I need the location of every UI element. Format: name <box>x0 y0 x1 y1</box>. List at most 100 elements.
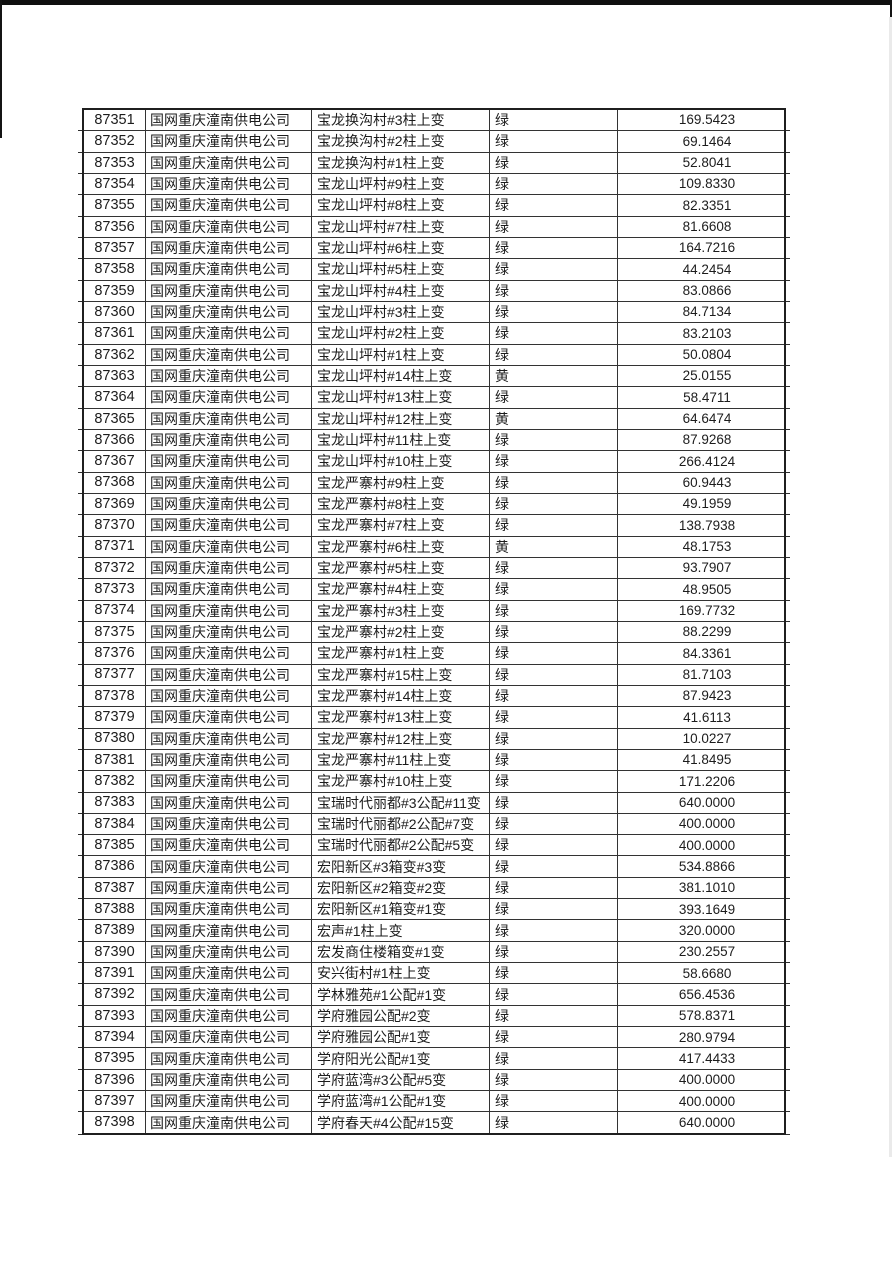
cell-device-name: 宝龙换沟村#2柱上变 <box>312 131 490 152</box>
table-row: 87365 国网重庆潼南供电公司 宝龙山坪村#12柱上变黄 64.6474 <box>78 408 790 431</box>
cell-company-name: 国网重庆潼南供电公司 <box>146 195 312 216</box>
cell-capacity-value: 93.7907 <box>682 560 732 576</box>
cell-company-name: 国网重庆潼南供电公司 <box>146 664 312 685</box>
cell-capacity-value: 82.3351 <box>682 197 732 213</box>
table-row: 87396 国网重庆潼南供电公司 学府蓝湾#3公配#5变绿 400.0000 <box>78 1069 790 1092</box>
cell-company-name: 国网重庆潼南供电公司 <box>146 173 312 195</box>
cell-device-name: 学府雅园公配#1变 <box>312 1027 490 1048</box>
cell-record-id: 87397 <box>84 1091 146 1112</box>
cell-record-id: 87363 <box>84 365 146 387</box>
cell-company-name: 国网重庆潼南供电公司 <box>146 344 312 365</box>
table-row: 87375 国网重庆潼南供电公司 宝龙严寨村#2柱上变绿 88.2299 <box>78 621 790 644</box>
cell-company-name: 国网重庆潼南供电公司 <box>146 856 312 877</box>
cell-record-id: 87367 <box>84 451 146 472</box>
cell-capacity-value: 169.7732 <box>678 602 736 618</box>
cell-device-name: 宝龙严寨村#3柱上变 <box>312 600 490 621</box>
cell-capacity-value: 280.9794 <box>678 1029 736 1045</box>
cell-status-color: 绿 <box>490 515 618 536</box>
cell-record-id: 87364 <box>84 387 146 408</box>
cell-capacity-value: 417.4433 <box>678 1050 736 1066</box>
cell-status-color: 绿 <box>490 664 618 685</box>
cell-record-id: 87381 <box>84 749 146 771</box>
cell-capacity-value: 230.2557 <box>678 944 736 960</box>
cell-record-id: 87398 <box>84 1112 146 1133</box>
cell-company-name: 国网重庆潼南供电公司 <box>146 472 312 493</box>
table-row: 87354 国网重庆潼南供电公司 宝龙山坪村#9柱上变绿 109.8330 <box>78 173 790 196</box>
cell-company-name: 国网重庆潼南供电公司 <box>146 408 312 429</box>
cell-record-id: 87360 <box>84 301 146 323</box>
cell-device-name: 宝龙山坪村#5柱上变 <box>312 259 490 280</box>
cell-capacity-value: 52.8041 <box>682 155 732 171</box>
cell-capacity-value: 81.6608 <box>682 219 732 235</box>
cell-status-color: 绿 <box>490 749 618 771</box>
table-row: 87398 国网重庆潼南供电公司 学府春天#4公配#15变绿 640.0000 <box>78 1112 790 1136</box>
cell-status-color: 绿 <box>490 323 618 344</box>
cell-status-color: 绿 <box>490 1027 618 1048</box>
cell-company-name: 国网重庆潼南供电公司 <box>146 579 312 600</box>
table-row: 87370 国网重庆潼南供电公司 宝龙严寨村#7柱上变绿 138.7938 <box>78 515 790 537</box>
table-row: 87388 国网重庆潼南供电公司 宏阳新区#1箱变#1变绿 393.1649 <box>78 899 790 921</box>
cell-status-color: 绿 <box>490 557 618 579</box>
cell-company-name: 国网重庆潼南供电公司 <box>146 984 312 1005</box>
cell-device-name: 宝龙山坪村#7柱上变 <box>312 216 490 237</box>
cell-device-name: 学府蓝湾#3公配#5变 <box>312 1069 490 1091</box>
cell-company-name: 国网重庆潼南供电公司 <box>146 429 312 451</box>
cell-status-color: 绿 <box>490 237 618 259</box>
top-edge-bar <box>0 0 892 5</box>
cell-record-id: 87379 <box>84 707 146 728</box>
cell-status-color: 绿 <box>490 301 618 323</box>
cell-device-name: 宝龙换沟村#1柱上变 <box>312 152 490 173</box>
table-row: 87380 国网重庆潼南供电公司 宝龙严寨村#12柱上变绿 10.0227 <box>78 728 790 751</box>
cell-capacity-value: 84.3361 <box>682 645 732 661</box>
table-row: 87378 国网重庆潼南供电公司 宝龙严寨村#14柱上变绿 87.9423 <box>78 685 790 708</box>
cell-capacity-value: 640.0000 <box>678 1114 736 1130</box>
cell-company-name: 国网重庆潼南供电公司 <box>146 813 312 835</box>
cell-capacity-value: 83.2103 <box>682 325 732 341</box>
table-row: 87373 国网重庆潼南供电公司 宝龙严寨村#4柱上变绿 48.9505 <box>78 579 790 601</box>
cell-company-name: 国网重庆潼南供电公司 <box>146 792 312 813</box>
cell-record-id: 87378 <box>84 685 146 707</box>
table-row: 87371 国网重庆潼南供电公司 宝龙严寨村#6柱上变黄 48.1753 <box>78 536 790 559</box>
cell-record-id: 87377 <box>84 664 146 685</box>
cell-company-name: 国网重庆潼南供电公司 <box>146 899 312 920</box>
cell-company-name: 国网重庆潼南供电公司 <box>146 1112 312 1133</box>
cell-capacity-value: 84.7134 <box>682 304 732 320</box>
table-row: 87360 国网重庆潼南供电公司 宝龙山坪村#3柱上变绿 84.7134 <box>78 301 790 324</box>
cell-record-id: 87368 <box>84 472 146 493</box>
table-row: 87383 国网重庆潼南供电公司 宝瑞时代丽都#3公配#11变绿 640.0000 <box>78 792 790 815</box>
cell-record-id: 87375 <box>84 621 146 643</box>
cell-company-name: 国网重庆潼南供电公司 <box>146 493 312 515</box>
cell-record-id: 87361 <box>84 323 146 344</box>
table-row: 87386 国网重庆潼南供电公司 宏阳新区#3箱变#3变绿 534.8866 <box>78 856 790 879</box>
right-edge-faint-line <box>889 17 892 1157</box>
cell-device-name: 宝龙严寨村#10柱上变 <box>312 771 490 792</box>
cell-record-id: 87355 <box>84 195 146 216</box>
cell-company-name: 国网重庆潼南供电公司 <box>146 216 312 237</box>
cell-company-name: 国网重庆潼南供电公司 <box>146 941 312 963</box>
table-row: 87352 国网重庆潼南供电公司 宝龙换沟村#2柱上变绿 69.1464 <box>78 131 790 153</box>
cell-device-name: 宏阳新区#3箱变#3变 <box>312 856 490 877</box>
cell-status-color: 绿 <box>490 195 618 216</box>
cell-record-id: 87356 <box>84 216 146 237</box>
table-row: 87353 国网重庆潼南供电公司 宝龙换沟村#1柱上变绿 52.8041 <box>78 152 790 175</box>
cell-company-name: 国网重庆潼南供电公司 <box>146 643 312 664</box>
cell-device-name: 宝龙山坪村#8柱上变 <box>312 195 490 216</box>
cell-status-color: 绿 <box>490 493 618 515</box>
cell-capacity-value: 44.2454 <box>682 261 732 277</box>
cell-device-name: 宝龙严寨村#4柱上变 <box>312 579 490 600</box>
cell-capacity-value: 400.0000 <box>678 1072 736 1088</box>
cell-device-name: 宝龙严寨村#14柱上变 <box>312 685 490 707</box>
cell-capacity-value: 48.1753 <box>682 538 732 554</box>
cell-company-name: 国网重庆潼南供电公司 <box>146 1005 312 1027</box>
cell-capacity-value: 640.0000 <box>678 794 736 810</box>
cell-capacity-value: 48.9505 <box>682 581 732 597</box>
cell-status-color: 黄 <box>490 536 618 557</box>
table-row: 87364 国网重庆潼南供电公司 宝龙山坪村#13柱上变绿 58.4711 <box>78 387 790 409</box>
cell-device-name: 宝龙严寨村#8柱上变 <box>312 493 490 515</box>
cell-capacity-value: 534.8866 <box>678 858 736 874</box>
cell-device-name: 学府阳光公配#1变 <box>312 1048 490 1069</box>
cell-company-name: 国网重庆潼南供电公司 <box>146 131 312 152</box>
cell-capacity-value: 41.6113 <box>683 709 731 725</box>
cell-company-name: 国网重庆潼南供电公司 <box>146 365 312 387</box>
table-row: 87362 国网重庆潼南供电公司 宝龙山坪村#1柱上变绿 50.0804 <box>78 344 790 367</box>
